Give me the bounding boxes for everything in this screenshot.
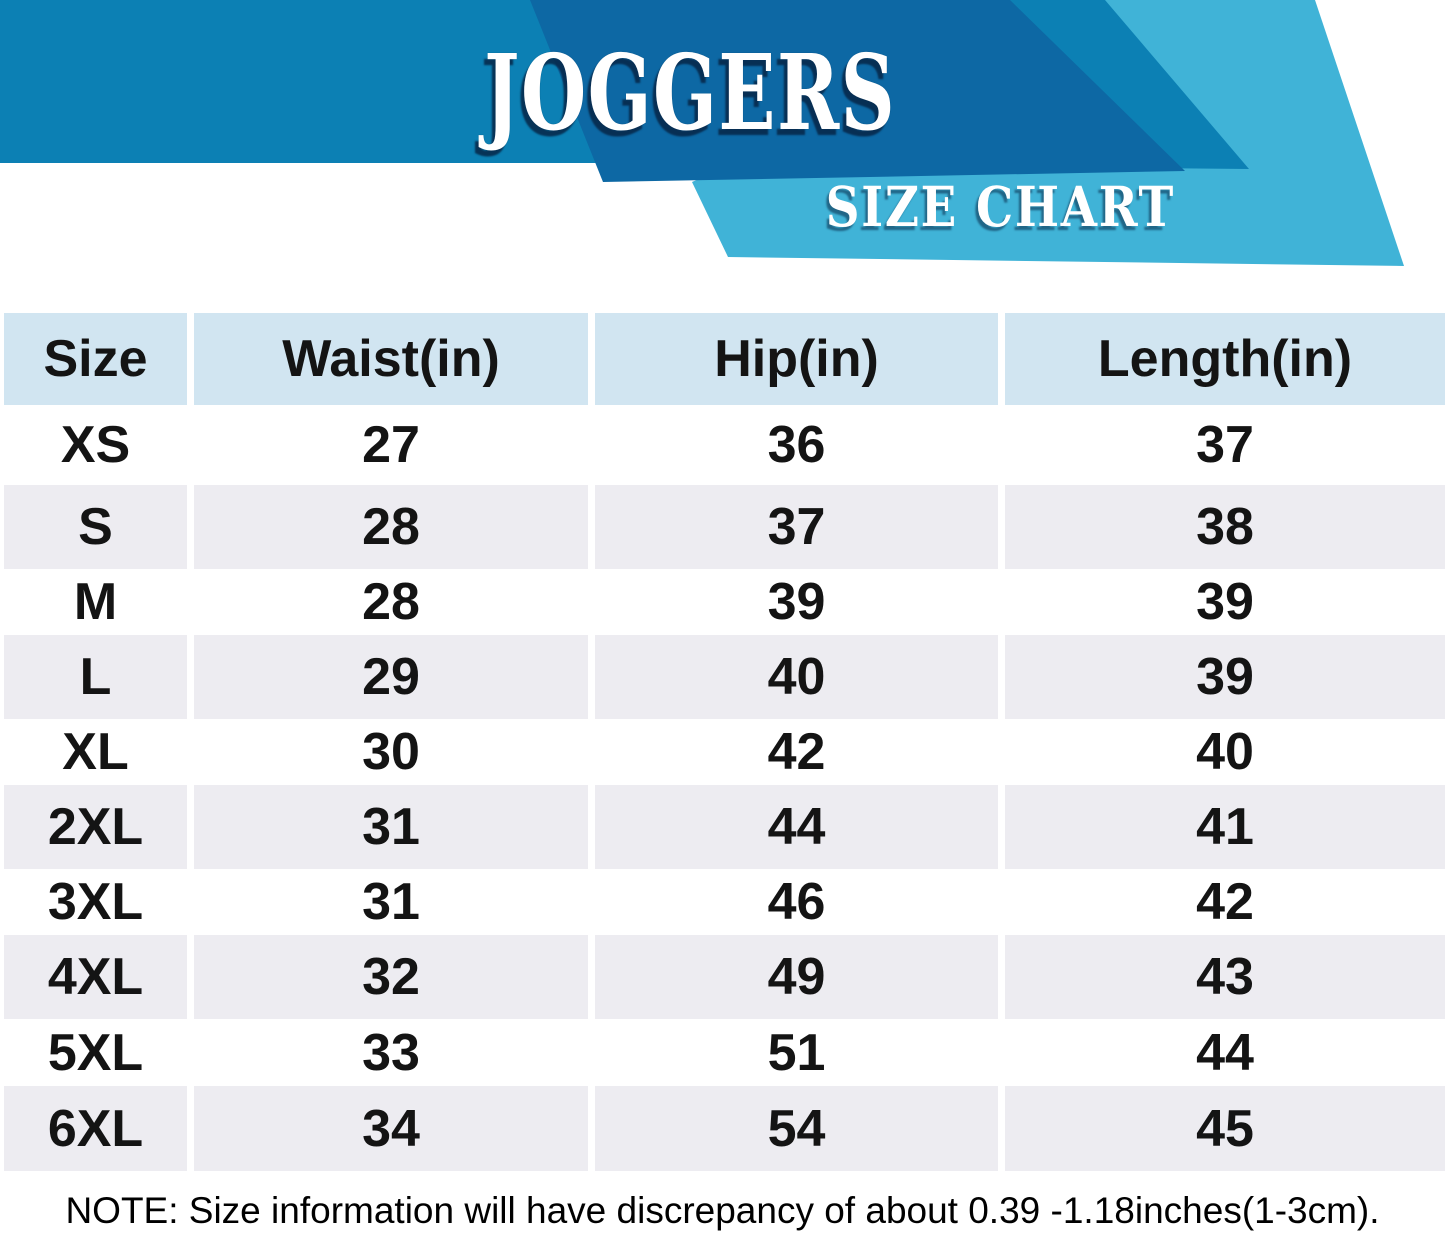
hip-cell: 37 [595,485,998,569]
banner-shape-dark [530,0,1185,182]
header-waist: Waist(in) [194,313,588,405]
header-length: Length(in) [1005,313,1445,405]
table-row: XL 30 42 40 [0,719,1445,785]
waist-cell: 31 [194,785,588,869]
length-cell: 39 [1005,635,1445,719]
table-header-row: Size Waist(in) Hip(in) Length(in) [0,313,1445,405]
waist-cell: 27 [194,405,588,485]
hip-cell: 39 [595,569,998,635]
table-body: XS 27 36 37 S 28 37 38 M 28 39 39 L 29 4… [0,405,1445,1171]
table-row: 2XL 31 44 41 [0,785,1445,869]
size-cell: 2XL [4,785,187,869]
size-cell: 3XL [4,869,187,935]
size-chart-table: Size Waist(in) Hip(in) Length(in) XS 27 … [0,313,1445,1171]
hip-cell: 36 [595,405,998,485]
page-subtitle: SIZE CHART [825,174,1175,239]
table-row: 6XL 34 54 45 [0,1086,1445,1171]
size-cell: M [4,569,187,635]
header-size: Size [4,313,187,405]
waist-cell: 32 [194,935,588,1019]
waist-cell: 28 [194,569,588,635]
length-cell: 39 [1005,569,1445,635]
hip-cell: 46 [595,869,998,935]
length-cell: 37 [1005,405,1445,485]
length-cell: 41 [1005,785,1445,869]
hip-cell: 54 [595,1086,998,1171]
note-text: NOTE: Size information will have discrep… [65,1190,1380,1231]
hip-cell: 40 [595,635,998,719]
table-row: XS 27 36 37 [0,405,1445,485]
waist-cell: 29 [194,635,588,719]
waist-cell: 33 [194,1019,588,1086]
hip-cell: 42 [595,719,998,785]
table-row: S 28 37 38 [0,485,1445,569]
size-cell: L [4,635,187,719]
table-row: L 29 40 39 [0,635,1445,719]
size-cell: S [4,485,187,569]
size-cell: XS [4,405,187,485]
length-cell: 44 [1005,1019,1445,1086]
size-cell: XL [4,719,187,785]
size-cell: 5XL [4,1019,187,1086]
length-cell: 45 [1005,1086,1445,1171]
table-row: 5XL 33 51 44 [0,1019,1445,1086]
waist-cell: 34 [194,1086,588,1171]
table-row: 4XL 32 49 43 [0,935,1445,1019]
length-cell: 42 [1005,869,1445,935]
banner-shapes [0,0,1404,266]
size-cell: 6XL [4,1086,187,1171]
hip-cell: 51 [595,1019,998,1086]
page-title: JOGGERS [483,31,897,154]
length-cell: 38 [1005,485,1445,569]
header-hip: Hip(in) [595,313,998,405]
hip-cell: 49 [595,935,998,1019]
size-cell: 4XL [4,935,187,1019]
waist-cell: 30 [194,719,588,785]
waist-cell: 28 [194,485,588,569]
waist-cell: 31 [194,869,588,935]
header-banner: JOGGERS SIZE CHART [0,0,1445,266]
length-cell: 40 [1005,719,1445,785]
hip-cell: 44 [595,785,998,869]
table-row: M 28 39 39 [0,569,1445,635]
table-row: 3XL 31 46 42 [0,869,1445,935]
length-cell: 43 [1005,935,1445,1019]
